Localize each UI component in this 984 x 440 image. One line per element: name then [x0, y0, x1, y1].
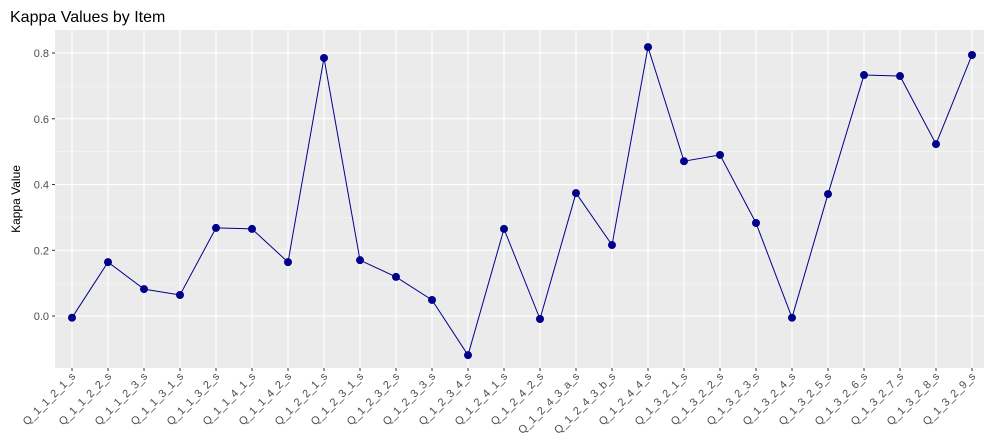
point: [536, 315, 544, 324]
point: [428, 295, 436, 304]
x-tick-label: Q_1_2_4_3_b_s: [552, 370, 618, 436]
point: [284, 258, 292, 267]
point: [968, 50, 976, 59]
point: [176, 291, 184, 300]
point: [320, 53, 328, 62]
y-tick-label: 0.4: [34, 180, 49, 192]
y-axis-label: Kappa Value: [9, 165, 23, 233]
point: [716, 150, 724, 159]
point: [860, 71, 868, 80]
point: [68, 313, 76, 322]
point: [752, 219, 760, 228]
panel: [55, 30, 984, 368]
point: [248, 224, 256, 233]
point: [572, 189, 580, 198]
point: [608, 241, 616, 250]
point: [104, 258, 112, 267]
point: [500, 224, 508, 233]
point: [644, 43, 652, 52]
y-tick-label: 0.0: [34, 311, 49, 323]
point: [896, 72, 904, 81]
point: [212, 223, 220, 232]
y-tick-label: 0.2: [34, 245, 49, 257]
point: [392, 272, 400, 281]
point: [932, 140, 940, 149]
point: [680, 157, 688, 166]
point: [464, 351, 472, 360]
point: [788, 313, 796, 322]
chart-title: Kappa Values by Item: [10, 9, 165, 26]
y-tick-label: 0.6: [34, 114, 49, 126]
point: [140, 285, 148, 294]
point: [824, 190, 832, 199]
line: [71, 46, 973, 357]
y-tick-label: 0.8: [34, 48, 49, 60]
point: [356, 256, 364, 265]
x-tick-label: Q_1_2_4_3_a_s: [516, 370, 582, 436]
